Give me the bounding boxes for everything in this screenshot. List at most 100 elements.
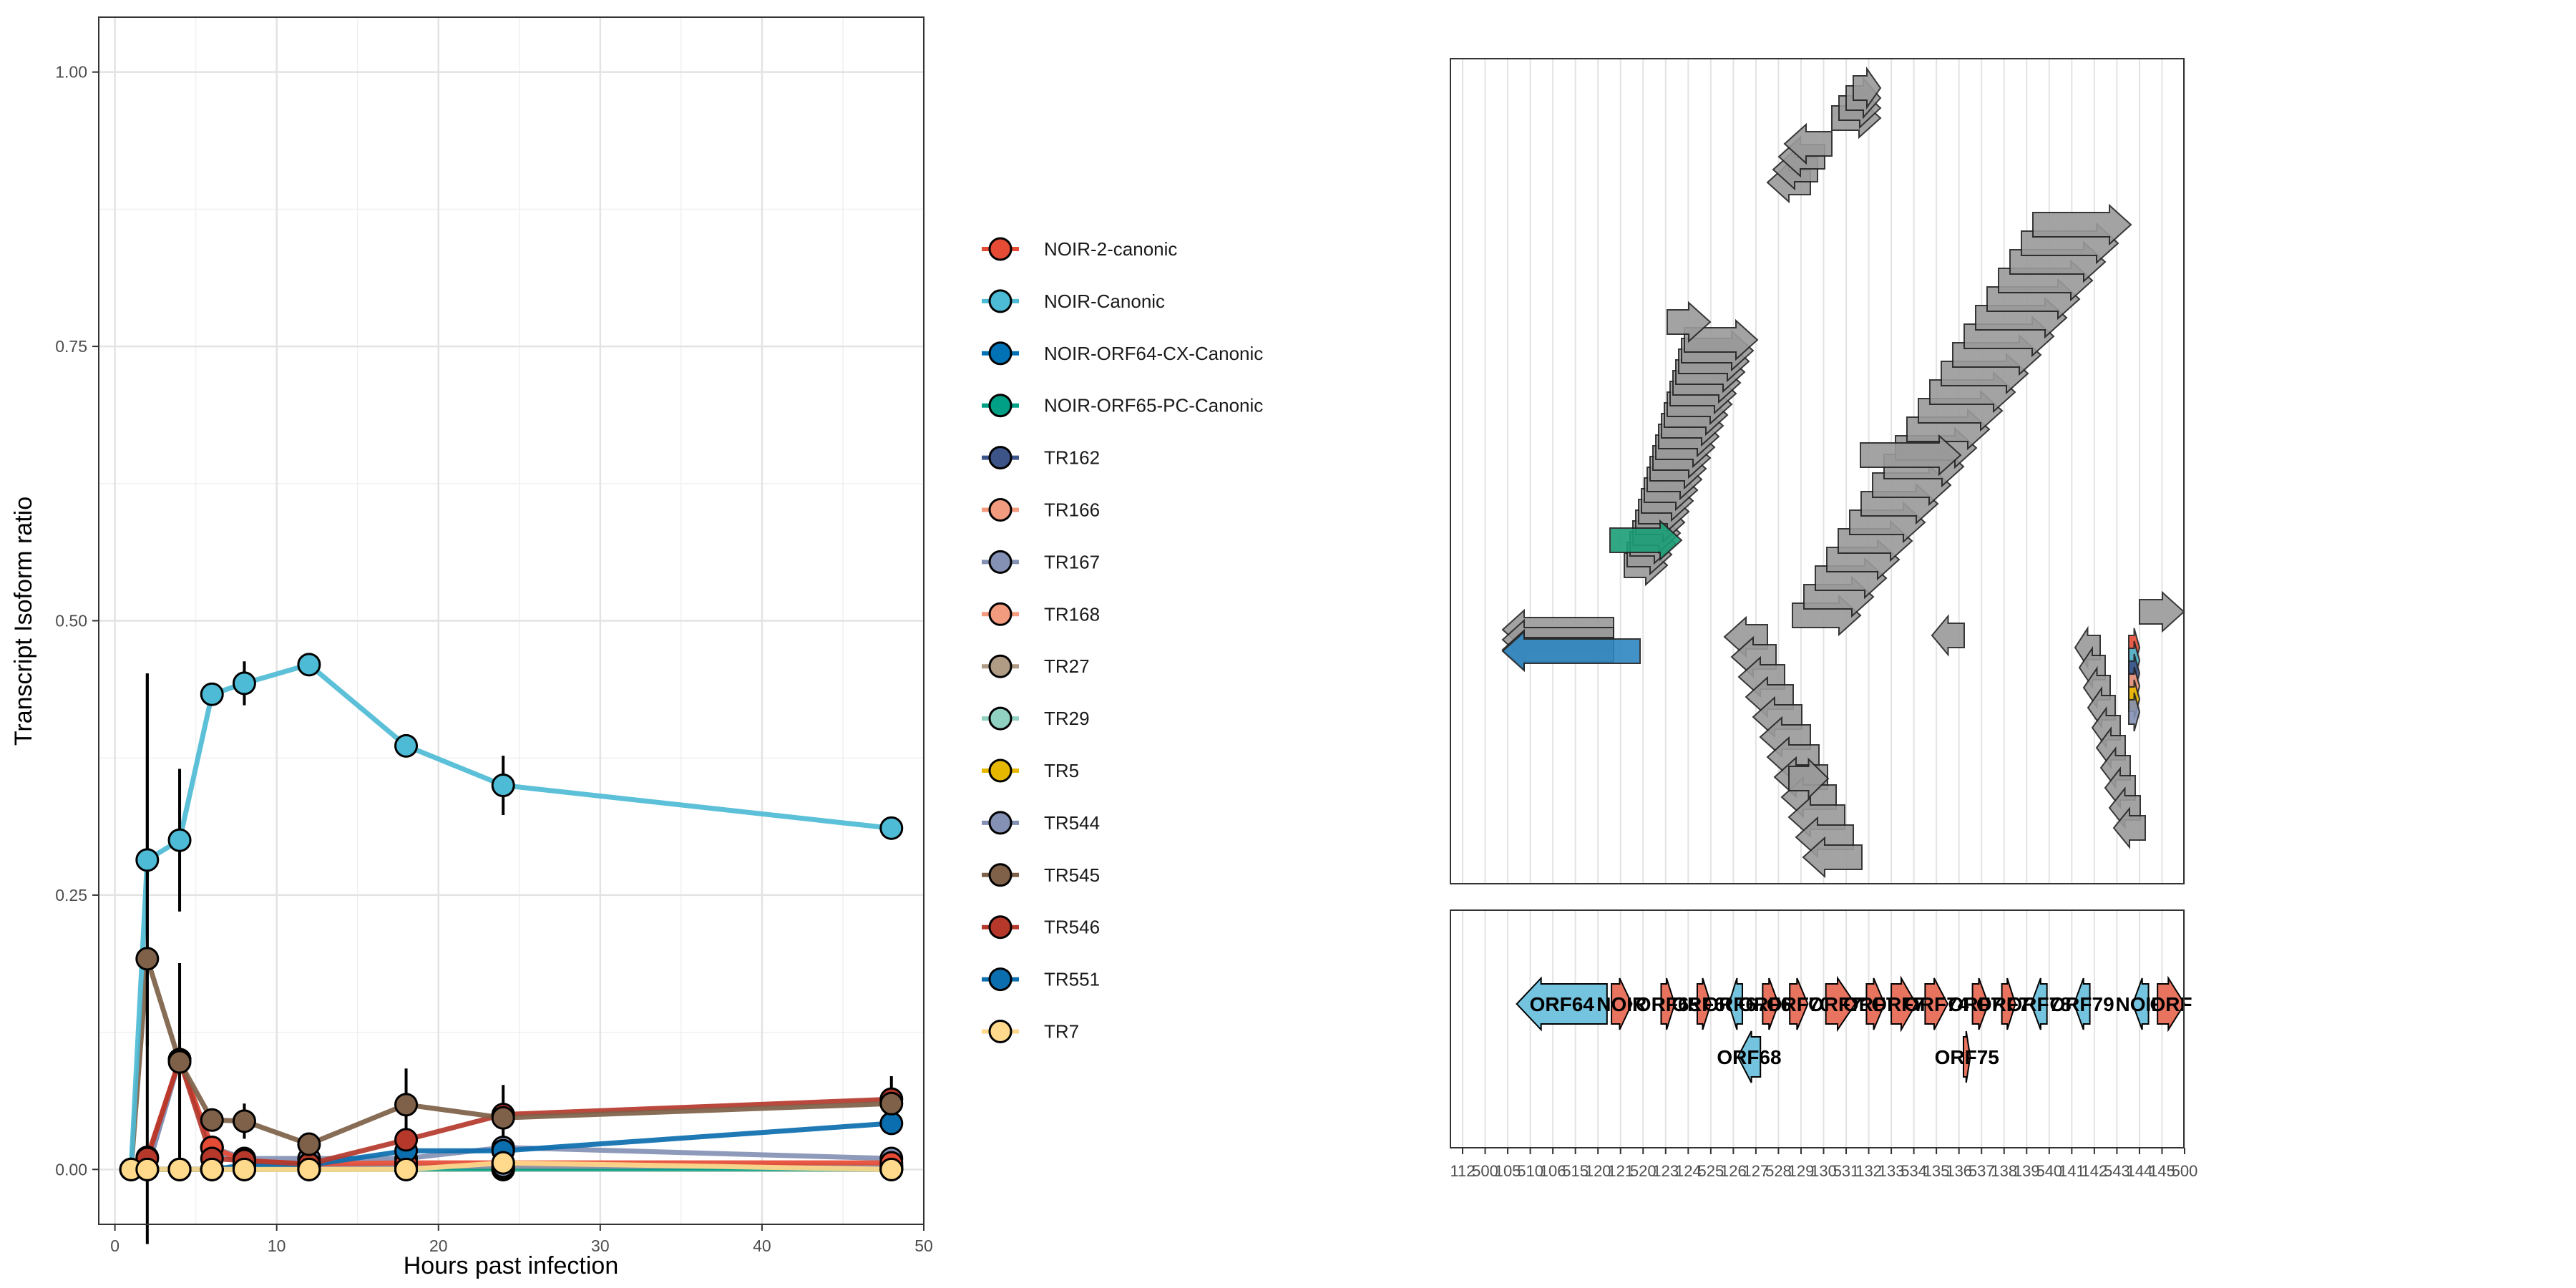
legend-label: TR168 (1044, 603, 1100, 625)
legend-key (988, 915, 1013, 940)
y-tick-label: 0.25 (55, 886, 87, 904)
legend-label: NOIR-ORF65-PC-Canonic (1044, 395, 1263, 416)
legend-label: TR7 (1044, 1021, 1079, 1043)
legend-label: TR29 (1044, 708, 1090, 729)
y-tick-label: 1.00 (55, 63, 87, 82)
gene-arrow (2001, 977, 2016, 1030)
data-point (200, 1108, 224, 1132)
gene-arrows: ORF64 NOIRORF65ORF66ORF67ORF68ORF69ORF70O… (1516, 975, 2192, 1083)
data-point (232, 671, 256, 696)
legend-label: TR5 (1044, 760, 1079, 781)
legend-label: TR546 (1044, 917, 1100, 938)
x-tick-label: 136 (1946, 1162, 1972, 1180)
isoform (1783, 122, 1833, 165)
isoform (2032, 203, 2132, 246)
legend-label: TR162 (1044, 447, 1100, 469)
legend-item: TR551 (982, 967, 1100, 992)
gene-label: NOIR (1596, 993, 1646, 1015)
gene-feature: ORF71 (1808, 975, 1873, 1033)
gene-label: ORF78 (2006, 993, 2071, 1015)
gene-arrow (1962, 1030, 1971, 1083)
x-tick-label: 500 (2172, 1162, 2198, 1180)
gene-feature: ORF67 (1703, 977, 1768, 1030)
x-tick-label: 120 (1585, 1162, 1611, 1180)
transcript-isoforms (1501, 66, 2185, 879)
legend-label: NOIR-2-canonic (1044, 238, 1177, 260)
data-point (167, 828, 192, 852)
legend-key (988, 341, 1013, 366)
gene-arrow (2030, 977, 2048, 1030)
isoform (2139, 590, 2185, 633)
data-point (135, 947, 160, 971)
data-point (879, 1157, 904, 1181)
x-tick-label: 126 (1720, 1162, 1747, 1180)
legend-key (988, 706, 1013, 731)
x-tick-label: 132 (1855, 1162, 1882, 1180)
data-point (394, 1157, 419, 1181)
x-tick-label: 121 (1607, 1162, 1634, 1180)
data-point (394, 733, 419, 758)
data-point (232, 1157, 256, 1181)
gene-label: ORF79 (2049, 993, 2114, 1015)
legend-item: TR29 (982, 706, 1090, 731)
legend-label: TR166 (1044, 499, 1100, 521)
legend-label: TR544 (1044, 812, 1100, 834)
x-tick-label: 123 (1652, 1162, 1679, 1180)
gene-arrow (1728, 977, 1743, 1030)
x-tick-label: 531 (1833, 1162, 1860, 1180)
isoform (1788, 757, 1830, 800)
gene-label: ORF74 (1904, 993, 1969, 1015)
gene-label: ORF70 (1767, 993, 1831, 1015)
isoform (1860, 434, 1962, 477)
data-point (879, 816, 904, 840)
legend-key (988, 654, 1013, 678)
legend-key (988, 394, 1013, 418)
data-point (879, 1091, 904, 1116)
data-point (167, 1050, 192, 1074)
x-tick-label: 124 (1675, 1162, 1702, 1180)
gene-arrow (1865, 977, 1885, 1030)
data-point (135, 1157, 160, 1181)
y-tick-label: 0.50 (55, 612, 87, 630)
gene-arrow (1516, 976, 1608, 1032)
gene-feature: ORF79 (2049, 977, 2114, 1030)
legend-item: TR544 (982, 811, 1100, 835)
x-tick-label: 10 (268, 1236, 286, 1255)
legend-item: TR27 (982, 654, 1090, 678)
data-point (394, 1093, 419, 1117)
x-tick-label: 130 (1810, 1162, 1837, 1180)
x-tick-label: 127 (1743, 1162, 1770, 1180)
x-tick-label: 145 (2149, 1162, 2175, 1180)
legend-item: NOIR-2-canonic (982, 237, 1177, 261)
y-axis-label: Transcript Isoform ratio (10, 497, 37, 746)
x-tick-label: 537 (1968, 1162, 1995, 1180)
legend-label: NOIR-Canonic (1044, 291, 1165, 312)
x-tick-label: 525 (1697, 1162, 1724, 1180)
data-point (491, 774, 515, 798)
x-tick-label: 0 (110, 1236, 119, 1255)
legend-key (988, 446, 1013, 470)
data-point (491, 1151, 515, 1175)
gene-arrow (1924, 977, 1949, 1030)
x-tick-label: 142 (2082, 1162, 2108, 1180)
gene-feature: ORF65 (1636, 977, 1700, 1030)
x-tick-label: 138 (1991, 1162, 2017, 1180)
line-chart-y-ticks: 0.00 0.25 0.50 0.75 1.00 (55, 63, 99, 1179)
x-tick-label: 540 (2036, 1162, 2062, 1180)
gene-feature: ORF66 (1672, 977, 1737, 1030)
legend-item: TR545 (982, 863, 1100, 887)
gene-arrow (1890, 975, 1917, 1033)
gene-label: ORF65 (1636, 993, 1700, 1015)
data-point (200, 1157, 224, 1181)
gene-arrow (1611, 977, 1633, 1030)
legend-key (988, 863, 1013, 887)
gene-feature: ORF64 (1516, 976, 1608, 1032)
isoform (1667, 301, 1712, 343)
x-tick-label: 20 (429, 1236, 448, 1255)
data-point (167, 1157, 192, 1181)
x-tick-label: 528 (1765, 1162, 1792, 1180)
gene-feature: ORF75 (1935, 1030, 1999, 1083)
x-tick-label: 129 (1788, 1162, 1815, 1180)
legend-item: TR166 (982, 498, 1100, 522)
gene-label: ORF66 (1672, 993, 1736, 1015)
